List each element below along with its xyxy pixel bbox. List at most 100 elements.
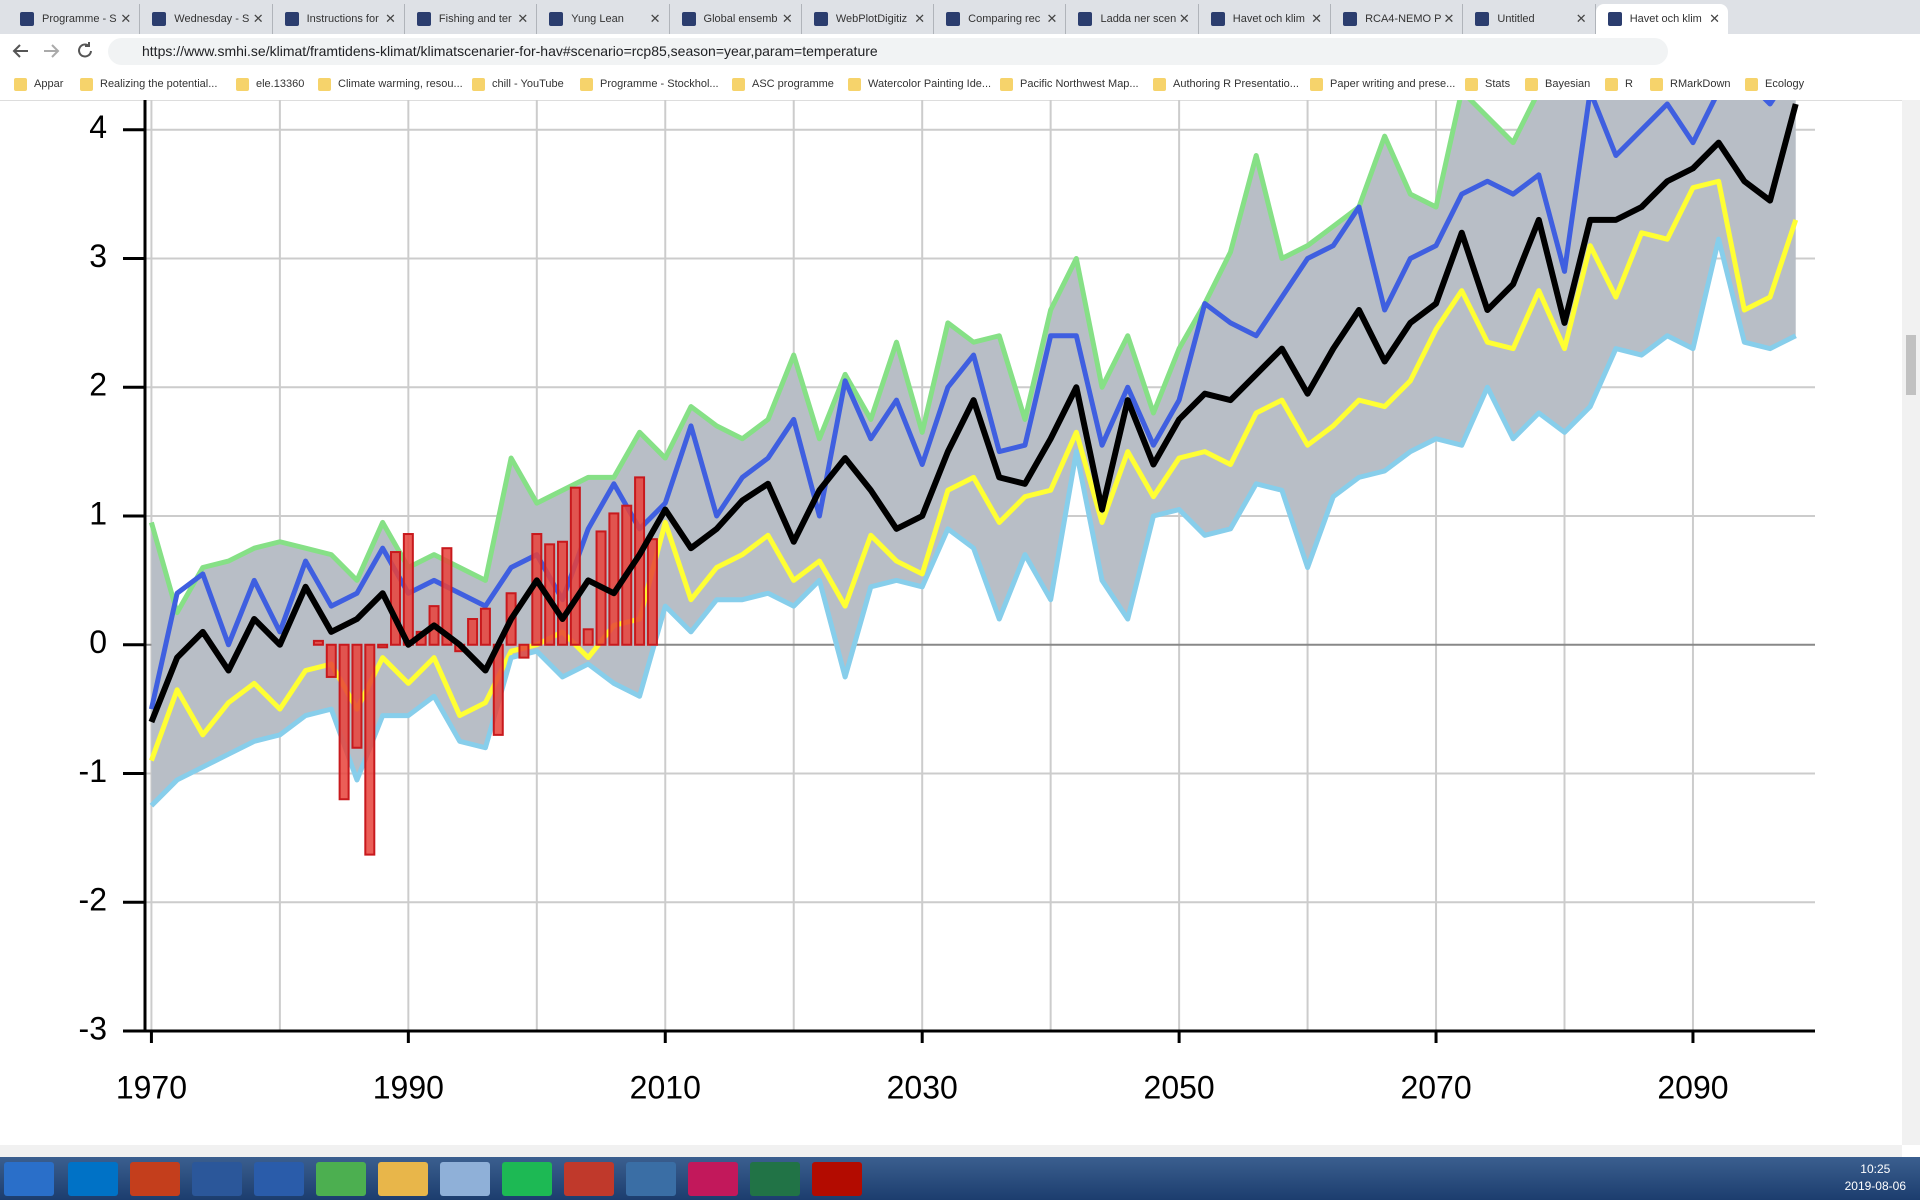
series-line xyxy=(149,236,1797,808)
taskbar-icon[interactable] xyxy=(812,1162,862,1196)
tab[interactable]: WebPlotDigitiz ✕ xyxy=(802,4,935,34)
x-tick-label: 1990 xyxy=(373,1069,444,1105)
tab[interactable]: Yung Lean ✕ xyxy=(537,4,670,34)
series-line xyxy=(148,103,1799,724)
tab-title: Havet och klim xyxy=(1232,13,1305,25)
chart: 1970 1990 2010 2030 2050 2070 2090 -3 -2 -1 0 1 2 3 4 xyxy=(79,100,1815,1105)
taskbar-icon[interactable] xyxy=(626,1162,676,1196)
taskbar-icon[interactable] xyxy=(440,1162,490,1196)
bookmark[interactable]: R xyxy=(1605,69,1633,100)
tab[interactable]: Untitled ✕ xyxy=(1463,4,1596,34)
horizontal-scrollbar[interactable] xyxy=(0,1145,1902,1157)
tab-close[interactable]: ✕ xyxy=(120,11,132,26)
tab-title: WebPlotDigitiz xyxy=(835,13,908,25)
tab-close[interactable]: ✕ xyxy=(252,11,264,26)
x-tick-label: 2090 xyxy=(1657,1069,1728,1105)
bookmark[interactable]: Bayesian xyxy=(1525,69,1590,100)
bookmark-label: Stats xyxy=(1485,78,1511,90)
bookmark[interactable]: Watercolor Painting Ide... xyxy=(848,69,991,100)
taskbar-icon[interactable] xyxy=(378,1162,428,1196)
taskbar-icon[interactable] xyxy=(564,1162,614,1196)
tab-close[interactable]: ✕ xyxy=(649,11,661,26)
bookmark[interactable]: Realizing the potential... xyxy=(80,69,217,100)
date: 2019-08-06 xyxy=(1844,1179,1906,1193)
vertical-scrollbar[interactable] xyxy=(1902,100,1920,1145)
bookmark-label: Programme - Stockhol... xyxy=(600,78,719,90)
tab-title: Fishing and ter xyxy=(438,13,512,25)
tab[interactable]: RCA4-NEMO P ✕ xyxy=(1331,4,1464,34)
tab[interactable]: Global ensemb ✕ xyxy=(670,4,802,34)
bar xyxy=(518,643,530,659)
bookmark[interactable]: Stats xyxy=(1465,69,1510,100)
clock[interactable]: 10:25 2019-08-06 xyxy=(1845,1161,1906,1195)
taskbar-icon[interactable] xyxy=(130,1162,180,1196)
tab-close[interactable]: ✕ xyxy=(1178,11,1190,26)
bookmark[interactable]: ASC programme xyxy=(732,69,834,100)
scroll-thumb[interactable] xyxy=(1906,335,1916,395)
bar xyxy=(492,643,504,736)
bookmark[interactable]: Ecology xyxy=(1745,69,1804,100)
bookmark[interactable]: Appar xyxy=(14,69,63,100)
tab-close[interactable]: ✕ xyxy=(1311,11,1323,26)
tab-title: Yung Lean xyxy=(571,13,624,25)
tab[interactable]: Havet och klim ✕ xyxy=(1199,4,1332,34)
bookmark-label: Realizing the potential... xyxy=(100,78,218,90)
bookmark-label: Bayesian xyxy=(1545,78,1591,90)
nav-buttons[interactable] xyxy=(0,34,100,69)
bar xyxy=(364,643,376,856)
bookmark[interactable]: ele.13360 xyxy=(236,69,304,100)
tab[interactable]: Wednesday - S ✕ xyxy=(140,4,273,34)
taskbar-icon[interactable] xyxy=(4,1162,54,1196)
taskbar: 10:25 2019-08-06 xyxy=(0,1157,1920,1200)
bookmark-icon xyxy=(580,78,593,91)
series-line xyxy=(149,100,1538,616)
y-tick-label: 1 xyxy=(89,495,107,531)
tab[interactable]: Fishing and ter ✕ xyxy=(405,4,538,34)
tab-close[interactable]: ✕ xyxy=(517,11,529,26)
taskbar-icon[interactable] xyxy=(68,1162,118,1196)
tab[interactable]: Instructions for ✕ xyxy=(273,4,405,34)
tab-icon xyxy=(20,12,34,26)
tab-close[interactable]: ✕ xyxy=(1709,11,1720,26)
bookmark[interactable]: Pacific Northwest Map... xyxy=(1000,69,1139,100)
tab[interactable]: Ladda ner scen ✕ xyxy=(1066,4,1199,34)
tab[interactable]: Havet och klim ✕ xyxy=(1595,4,1728,34)
tab-title: Wednesday - S xyxy=(174,13,250,25)
bar xyxy=(325,643,337,678)
bar xyxy=(569,486,581,646)
bookmark[interactable]: Paper writing and prese... xyxy=(1310,69,1455,100)
taskbar-icon[interactable] xyxy=(316,1162,366,1196)
tab-close[interactable]: ✕ xyxy=(1575,11,1587,26)
bar xyxy=(557,540,568,646)
tab-icon xyxy=(152,12,167,26)
bookmark[interactable]: Programme - Stockhol... xyxy=(580,69,719,100)
tab-close[interactable]: ✕ xyxy=(914,11,926,26)
bookmark-label: ele.13360 xyxy=(256,78,305,90)
bookmark-icon xyxy=(1000,78,1013,91)
taskbar-icon[interactable] xyxy=(192,1162,242,1196)
tab-title: Untitled xyxy=(1497,13,1535,25)
tab-icon xyxy=(681,12,696,26)
tab-icon xyxy=(1607,12,1622,26)
bookmark[interactable]: chill - YouTube xyxy=(472,69,564,100)
tab[interactable]: Comparing rec ✕ xyxy=(934,4,1067,34)
address-bar[interactable]: https://www.smhi.se/klimat/framtidens-kl… xyxy=(108,38,1668,65)
bookmark[interactable]: Climate warming, resou... xyxy=(318,69,463,100)
taskbar-icon[interactable] xyxy=(750,1162,800,1196)
tab[interactable]: Programme - S ✕ xyxy=(8,4,141,34)
tab-close[interactable]: ✕ xyxy=(781,11,793,26)
taskbar-icon[interactable] xyxy=(254,1162,304,1196)
tab-close[interactable]: ✕ xyxy=(1046,11,1058,26)
tab-close[interactable]: ✕ xyxy=(1443,11,1455,26)
bookmark[interactable]: Authoring R Presentatio... xyxy=(1153,69,1299,100)
bookmark-label: Climate warming, resou... xyxy=(338,78,463,90)
bookmark-icon xyxy=(318,78,331,91)
tab-close[interactable]: ✕ xyxy=(385,11,396,26)
bookmark[interactable]: RMarkDown xyxy=(1650,69,1731,100)
bookmark-icon xyxy=(1650,78,1663,91)
time: 10:25 xyxy=(1860,1162,1891,1176)
bar xyxy=(377,643,389,649)
taskbar-icon[interactable] xyxy=(688,1162,738,1196)
taskbar-icon[interactable] xyxy=(502,1162,552,1196)
